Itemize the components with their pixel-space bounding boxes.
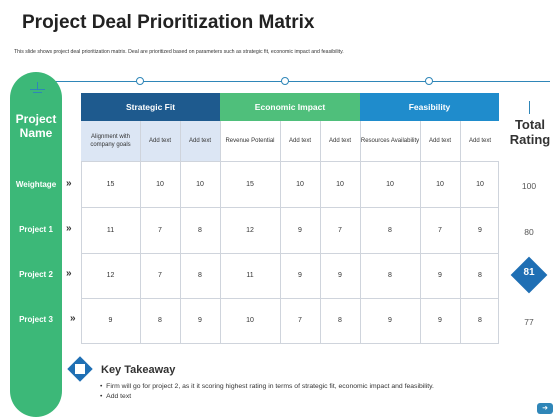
matrix-cell: 8 <box>478 317 482 324</box>
column-divider <box>460 121 461 344</box>
matrix-cell: 7 <box>338 227 342 234</box>
connector-line-right <box>529 101 530 114</box>
document-icon <box>75 364 85 374</box>
column-divider <box>360 121 361 344</box>
column-divider <box>320 121 321 344</box>
matrix-grid <box>81 161 499 344</box>
matrix-cell: 8 <box>388 272 392 279</box>
matrix-cell: 15 <box>246 181 254 188</box>
row-label-project-1: Project 1 <box>19 225 53 234</box>
project-name-header: Project Name <box>15 112 57 140</box>
subheader-band-fit <box>81 121 220 161</box>
chevron-right-icon: » <box>66 268 72 279</box>
total-project-1: 80 <box>524 227 534 237</box>
matrix-cell: 7 <box>158 227 162 234</box>
total-weightage: 100 <box>521 181 537 191</box>
matrix-cell: 10 <box>156 181 164 188</box>
matrix-cell: 9 <box>198 317 202 324</box>
matrix-cell: 10 <box>296 181 304 188</box>
total-project-3: 77 <box>524 317 534 327</box>
row-label-project-2: Project 2 <box>19 270 53 279</box>
header-feasibility: Feasibility <box>360 93 499 121</box>
matrix-cell: 9 <box>298 272 302 279</box>
subheader-cell: Add text <box>328 138 351 144</box>
total-rating-header: Total Rating <box>509 117 551 147</box>
row-divider <box>81 253 499 254</box>
row-label-project-3: Project 3 <box>19 315 53 324</box>
matrix-cell: 9 <box>438 317 442 324</box>
chevron-right-icon: » <box>66 178 72 189</box>
matrix-cell: 7 <box>438 227 442 234</box>
page-title: Project Deal Prioritization Matrix <box>22 12 315 33</box>
subheader-cell: Add text <box>188 138 211 144</box>
matrix-cell: 12 <box>106 272 115 279</box>
key-takeaway-bullets: • Firm will go for project 2, as it it s… <box>100 382 434 402</box>
matrix-cell: 9 <box>338 272 342 279</box>
row-divider <box>81 298 499 299</box>
page-subtitle: This slide shows project deal prioritiza… <box>14 49 344 55</box>
subheader-cell: Resources Availability <box>360 138 420 144</box>
matrix-cell: 10 <box>336 181 344 188</box>
subheader-cell: Add text <box>148 138 171 144</box>
header-economic-impact: Economic Impact <box>220 93 360 121</box>
matrix-cell: 10 <box>386 181 394 188</box>
matrix-cell: 9 <box>108 317 113 324</box>
connector-dot <box>281 77 289 85</box>
matrix-cell: 9 <box>388 317 392 324</box>
matrix-cell: 8 <box>338 317 342 324</box>
connector-dot <box>136 77 144 85</box>
connector-dot <box>425 77 433 85</box>
column-divider <box>180 121 181 344</box>
matrix-cell: 10 <box>196 181 204 188</box>
matrix-cell: 9 <box>438 272 442 279</box>
subheader-band-rest <box>220 121 499 161</box>
chevron-right-icon: » <box>66 223 72 234</box>
matrix-cell: 8 <box>198 227 202 234</box>
matrix-cell: 8 <box>198 272 202 279</box>
subheader-cell: Add text <box>428 138 451 144</box>
total-project-2: 81 <box>523 267 535 278</box>
column-divider <box>220 121 221 344</box>
matrix-cell: 10 <box>246 317 254 324</box>
next-slide-button[interactable]: ➜ <box>537 403 553 414</box>
bullet-item: • Add text <box>100 393 132 400</box>
subheader-cell: Alignment with company goals <box>90 134 131 148</box>
matrix-cell: 11 <box>246 272 254 279</box>
matrix-cell: 9 <box>298 227 302 234</box>
matrix-cell: 12 <box>246 227 254 234</box>
row-label-weightage: Weightage <box>15 180 57 189</box>
connector-line <box>38 81 550 82</box>
matrix-cell: 10 <box>476 181 484 188</box>
column-divider <box>420 121 421 344</box>
matrix-cell: 8 <box>478 272 482 279</box>
column-divider <box>140 121 141 344</box>
matrix-cell: 11 <box>106 227 115 234</box>
header-strategic-fit: Strategic Fit <box>81 93 220 121</box>
subheader-cell: Revenue Potential <box>225 138 275 144</box>
matrix-cell: 15 <box>106 181 115 188</box>
matrix-cell: 7 <box>158 272 162 279</box>
column-divider <box>280 121 281 344</box>
matrix-cell: 8 <box>158 317 162 324</box>
subheader-cell: Add text <box>288 138 311 144</box>
subheader-cell: Add text <box>468 138 491 144</box>
key-takeaway-title: Key Takeaway <box>101 364 176 376</box>
matrix-cell: 10 <box>436 181 444 188</box>
matrix-cell: 7 <box>298 317 302 324</box>
bullet-item: • Firm will go for project 2, as it it s… <box>100 383 434 390</box>
project-sidebar <box>10 72 62 417</box>
row-divider <box>81 207 499 208</box>
matrix-cell: 8 <box>388 227 392 234</box>
chevron-right-icon: » <box>70 313 76 324</box>
matrix-cell: 9 <box>478 227 482 234</box>
